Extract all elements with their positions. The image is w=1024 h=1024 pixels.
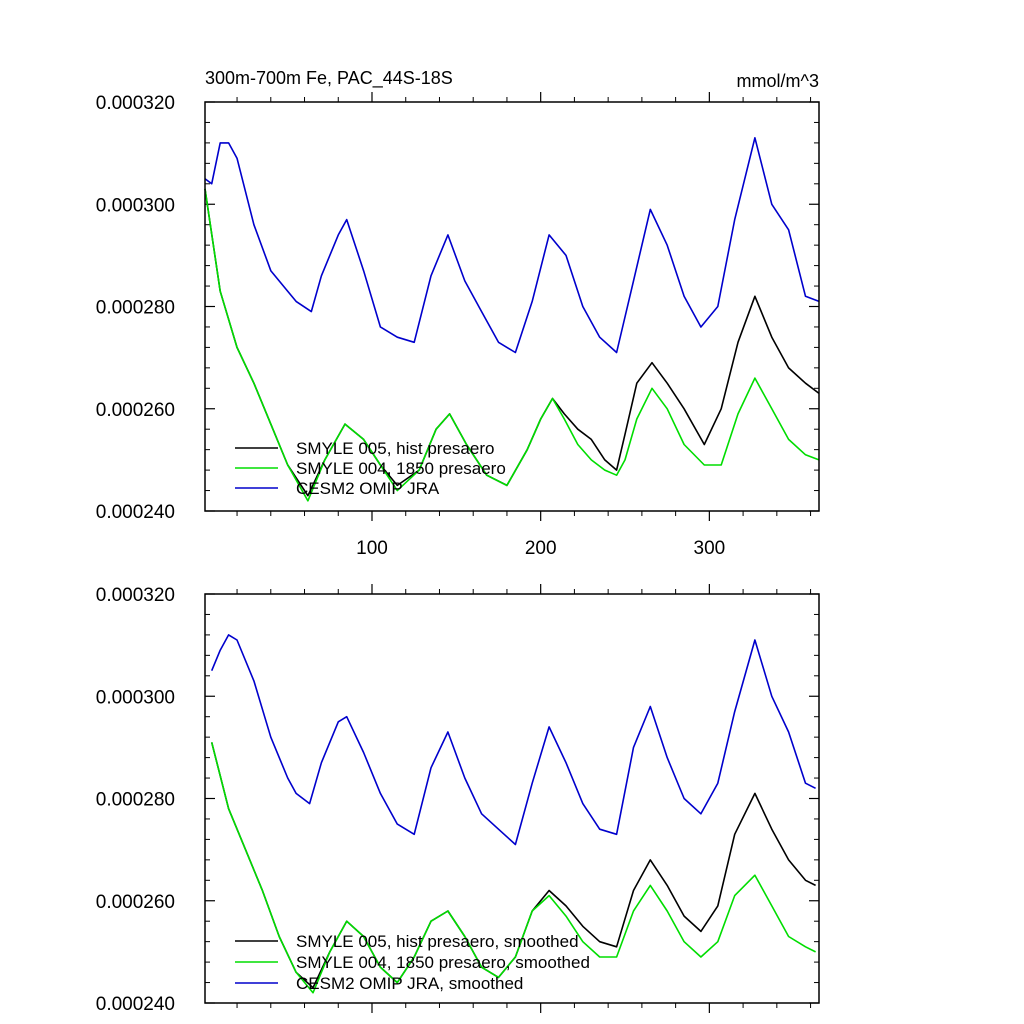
bottom-panel-legend: SMYLE 005, hist presaero, smoothed SMYLE … [235,932,590,993]
top-y-tick-label: 0.000280 [96,298,175,319]
top-x-tick-label: 200 [525,538,557,559]
bottom-y-tick-label: 0.000320 [96,585,175,606]
bottom-y-tick-label: 0.000260 [96,892,175,913]
top-x-tick-label: 100 [356,538,388,559]
top-panel-units: mmol/m^3 [737,71,819,91]
top-y-tick-label: 0.000260 [96,400,175,421]
top-series-line-2 [204,188,820,502]
bottom-y-tick-label: 0.000280 [96,790,175,811]
top-x-tick-label: 300 [694,538,726,559]
bottom-legend-label: CESM2 OMIP JRA, smoothed [296,974,523,993]
bottom-panel-series [210,634,816,994]
top-legend-label: CESM2 OMIP JRA [296,479,440,498]
top-y-tick-label: 0.000320 [96,93,175,114]
top-panel: 300m-700m Fe, PAC_44S-18S mmol/m^3 0.000… [96,68,820,559]
top-panel-series [204,137,820,502]
top-legend-label: SMYLE 004, 1850 presaero [296,459,506,478]
bottom-series-line-3 [210,634,816,846]
top-panel-title: 300m-700m Fe, PAC_44S-18S [205,68,453,89]
bottom-legend-label: SMYLE 005, hist presaero, smoothed [296,932,579,951]
top-legend-label: SMYLE 005, hist presaero [296,439,494,458]
bottom-legend-label: SMYLE 004, 1850 presaero, smoothed [296,953,590,972]
bottom-series-line-2 [210,742,816,994]
bottom-panel-plot-frame [204,593,820,1004]
top-y-tick-label: 0.000240 [96,502,175,523]
bottom-panel: 0.000240 0.000260 0.000280 0.000300 0.000320… [96,584,820,1015]
top-series-line-3 [204,137,820,354]
top-y-tick-label: 0.000300 [96,195,175,216]
bottom-y-tick-label: 0.000300 [96,687,175,708]
top-panel-plot-frame [204,101,820,512]
bottom-y-tick-label: 0.000240 [96,994,175,1015]
